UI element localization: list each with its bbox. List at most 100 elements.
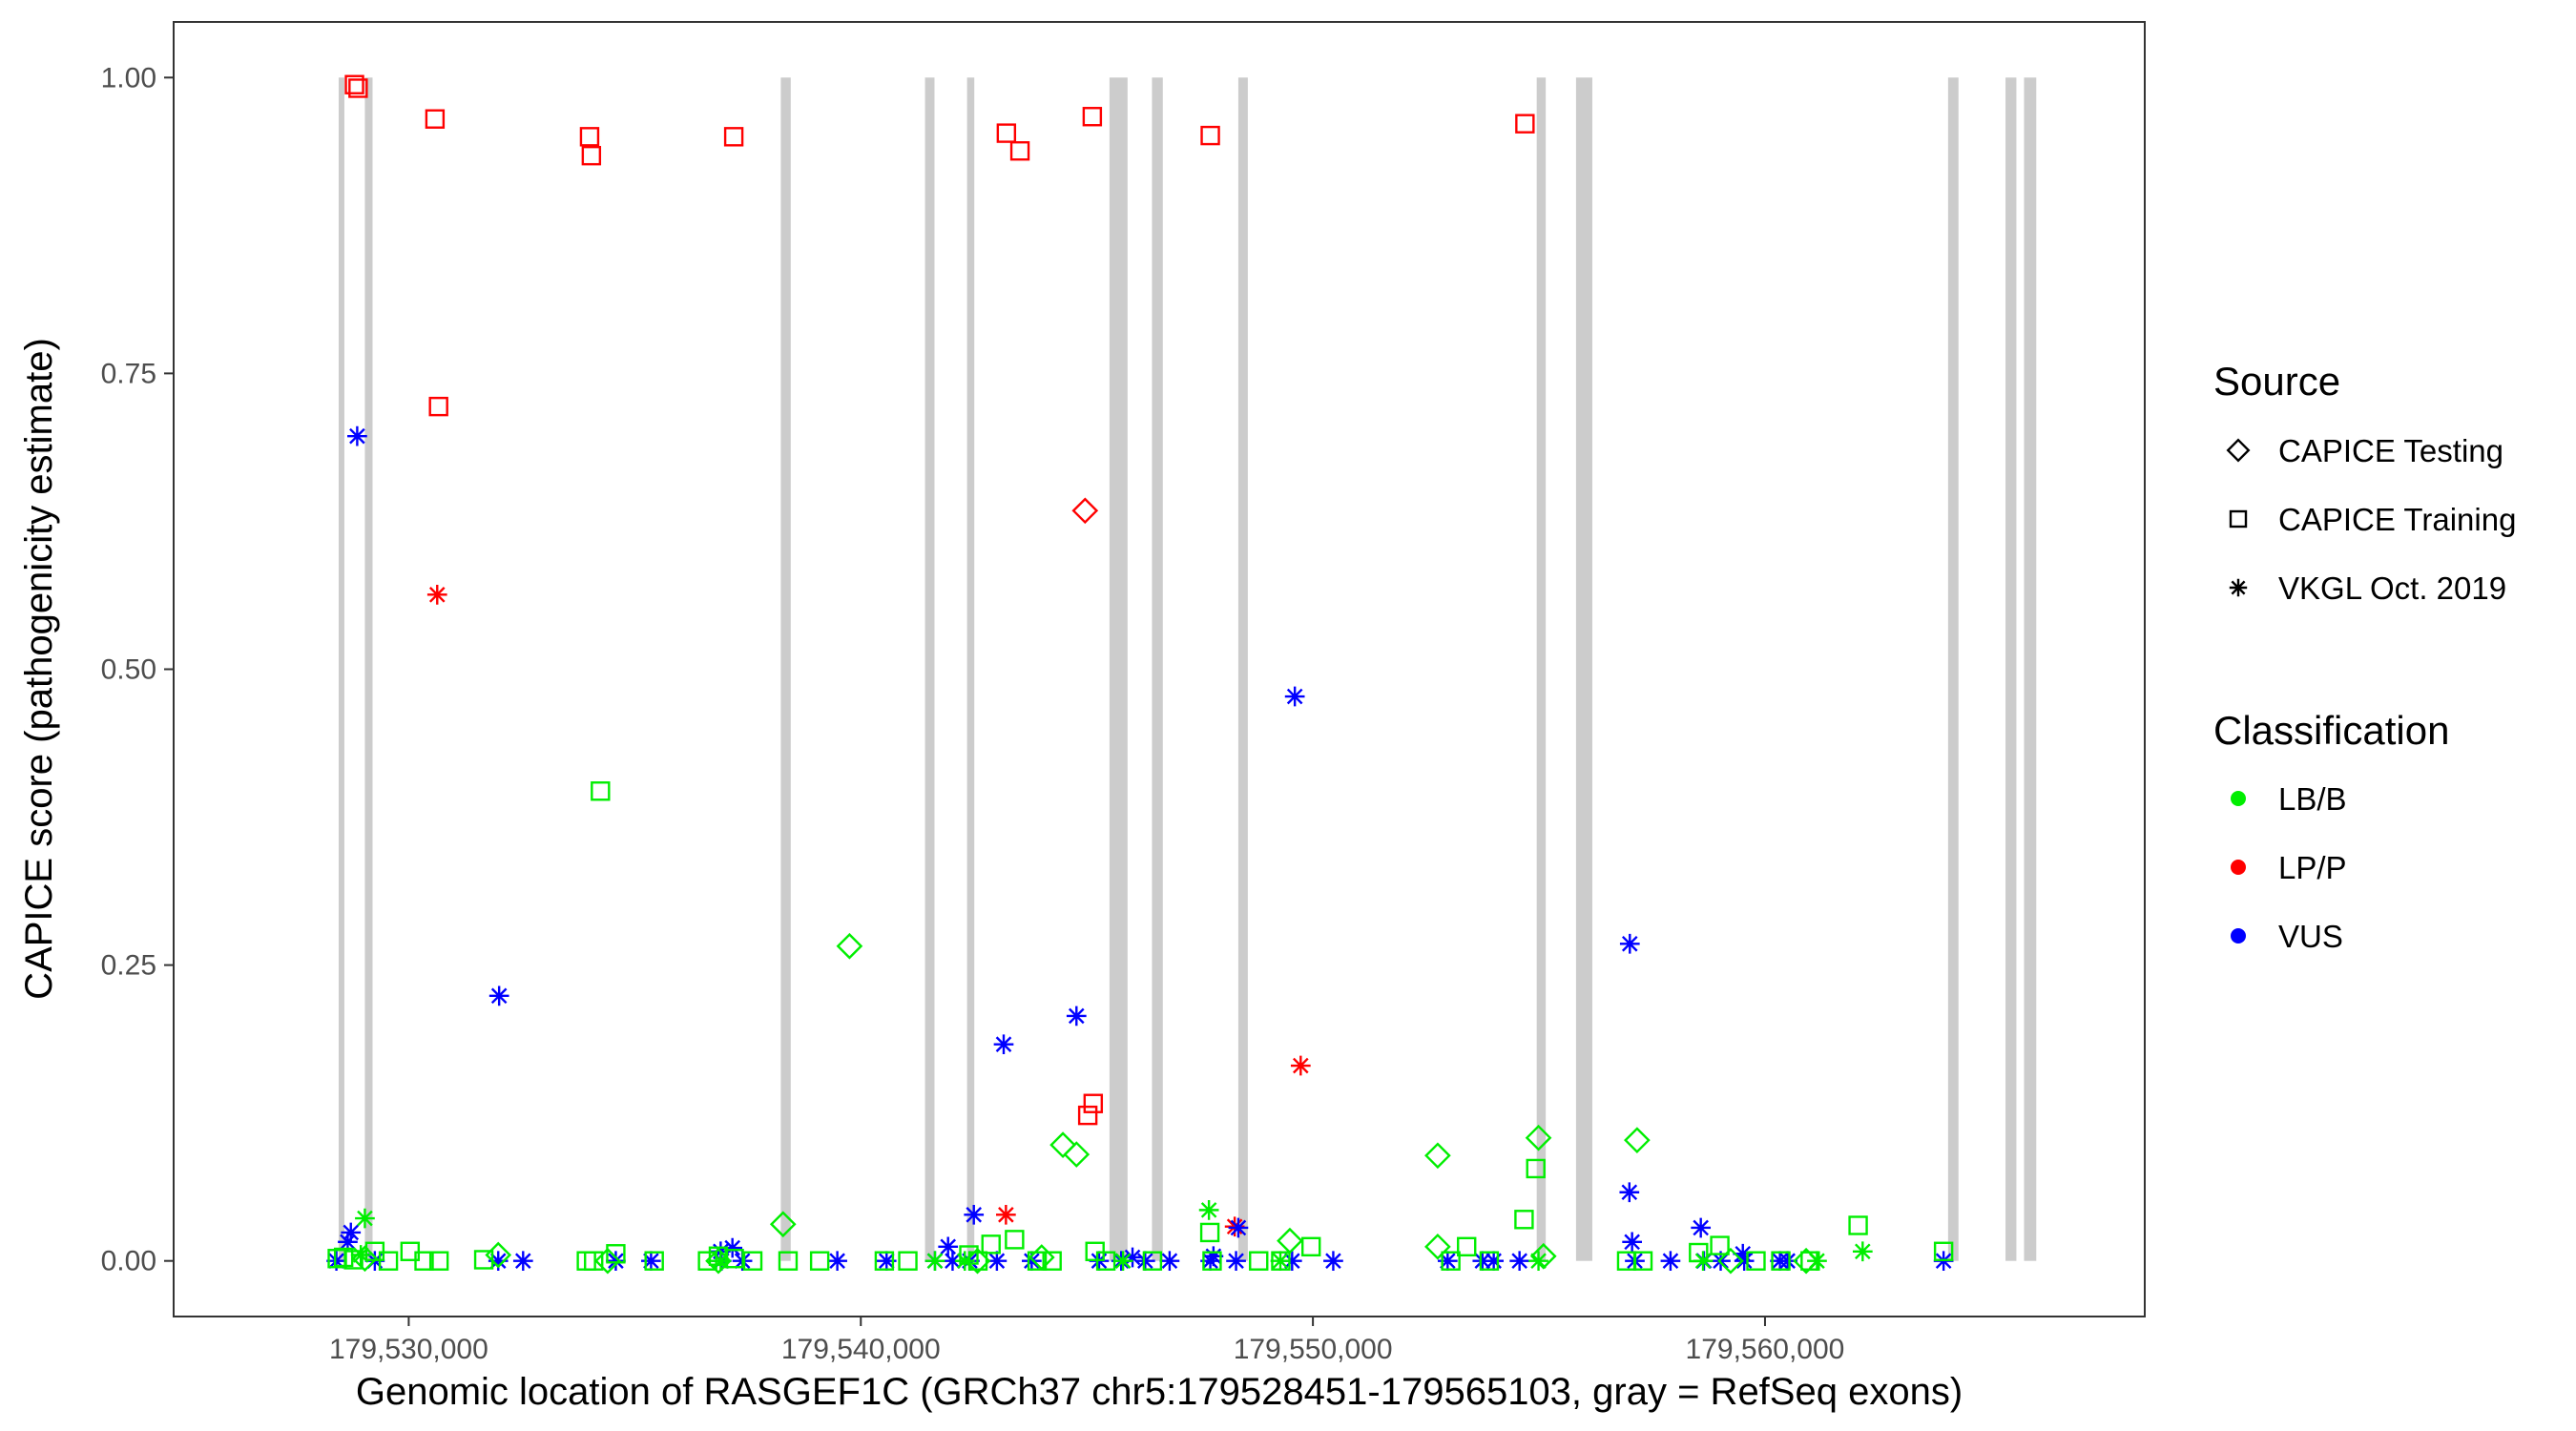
data-point (778, 1251, 799, 1271)
data-point (981, 1234, 1001, 1255)
data-point (1424, 1233, 1451, 1260)
point-layer (326, 74, 1954, 1275)
data-point (1717, 1247, 1744, 1275)
data-point (993, 1034, 1014, 1055)
legend-source-title: Source (2213, 359, 2340, 404)
exon-band (364, 77, 373, 1261)
data-point (836, 932, 863, 960)
data-point (488, 985, 509, 1006)
data-point (1301, 1236, 1321, 1257)
exon-band (924, 77, 935, 1261)
data-point (938, 1236, 959, 1257)
exon-band (780, 77, 791, 1261)
data-point (1933, 1241, 1954, 1261)
data-point (1202, 1251, 1222, 1271)
data-point (591, 781, 611, 801)
legend-key-diamond (2226, 438, 2251, 463)
data-point (1270, 1251, 1291, 1272)
data-point (428, 396, 448, 417)
legend-label: CAPICE Testing (2278, 433, 2503, 468)
data-point (333, 1247, 354, 1268)
data-point (584, 1251, 604, 1271)
data-point (579, 127, 600, 147)
data-point (724, 1249, 744, 1269)
legend-key-dot (2231, 791, 2246, 806)
y-tick-label: 0.75 (101, 358, 156, 389)
data-point (1009, 141, 1030, 161)
data-point (512, 1251, 533, 1272)
data-point (876, 1251, 897, 1272)
data-point (341, 1222, 362, 1243)
data-point (1437, 1251, 1458, 1272)
data-point (1063, 1141, 1091, 1168)
data-point (1457, 1236, 1477, 1257)
data-point (606, 1244, 626, 1264)
data-point (1198, 1200, 1219, 1220)
data-point (924, 1251, 945, 1272)
data-point (644, 1251, 664, 1271)
data-point (1529, 1242, 1557, 1270)
data-point (1622, 1232, 1642, 1253)
exon-band (1152, 77, 1163, 1261)
y-tick-label: 0.25 (101, 950, 156, 982)
data-point (425, 109, 446, 129)
data-point (1082, 107, 1103, 127)
data-point (1290, 1055, 1311, 1076)
data-point (414, 1251, 434, 1271)
data-point (1027, 1251, 1048, 1271)
data-point (1228, 1217, 1249, 1238)
data-point (987, 1251, 1008, 1272)
data-point (581, 145, 602, 166)
exon-band (338, 77, 344, 1261)
data-point (426, 585, 447, 605)
data-point (344, 74, 364, 94)
data-point (641, 1251, 661, 1272)
data-point (1122, 1247, 1143, 1268)
exon-band (1947, 77, 1959, 1261)
data-point (1693, 1251, 1714, 1272)
data-point (1746, 1251, 1766, 1271)
data-point (711, 1251, 731, 1272)
data-point (1733, 1243, 1754, 1264)
data-point (1022, 1251, 1042, 1272)
legend-label: CAPICE Training (2278, 502, 2516, 537)
data-point (1281, 1251, 1302, 1272)
data-point (1771, 1251, 1791, 1271)
data-point (485, 1241, 512, 1269)
exon-band (2024, 77, 2037, 1261)
exon-layer (338, 77, 2037, 1261)
data-point (1134, 1251, 1155, 1272)
data-point (1226, 1251, 1246, 1272)
data-point (1284, 686, 1305, 707)
data-point (742, 1251, 763, 1271)
data-point (1624, 1127, 1651, 1154)
data-point (1484, 1251, 1504, 1272)
data-point (1691, 1217, 1712, 1238)
data-point (1525, 1124, 1552, 1151)
axis-layer: 179,530,000 179,540,000 179,550,000 179,560… (101, 62, 1845, 1365)
data-point (347, 425, 367, 446)
x-tick-label: 179,550,000 (1234, 1334, 1393, 1365)
data-point (1710, 1235, 1730, 1255)
data-point (1632, 1251, 1653, 1271)
exon-band (966, 77, 975, 1261)
data-point (898, 1251, 918, 1271)
data-point (1083, 1093, 1104, 1113)
data-point (338, 1232, 358, 1253)
data-point (1077, 1105, 1098, 1126)
data-point (355, 1208, 375, 1229)
data-point (964, 1204, 985, 1225)
data-point (1071, 497, 1099, 525)
data-point (1049, 1131, 1076, 1158)
legend-label: VUS (2278, 919, 2343, 954)
y-tick-label: 0.50 (101, 654, 156, 686)
data-point (1852, 1241, 1873, 1262)
legend-key-square (2229, 509, 2248, 529)
legend-classification-title: Classification (2213, 708, 2449, 753)
x-axis-title: Genomic location of RASGEF1C (GRCh37 chr… (356, 1371, 1963, 1413)
y-tick-label: 1.00 (101, 62, 156, 93)
data-point (378, 1251, 399, 1271)
data-point (1509, 1251, 1530, 1272)
data-point (1112, 1251, 1133, 1272)
data-point (1042, 1251, 1062, 1271)
